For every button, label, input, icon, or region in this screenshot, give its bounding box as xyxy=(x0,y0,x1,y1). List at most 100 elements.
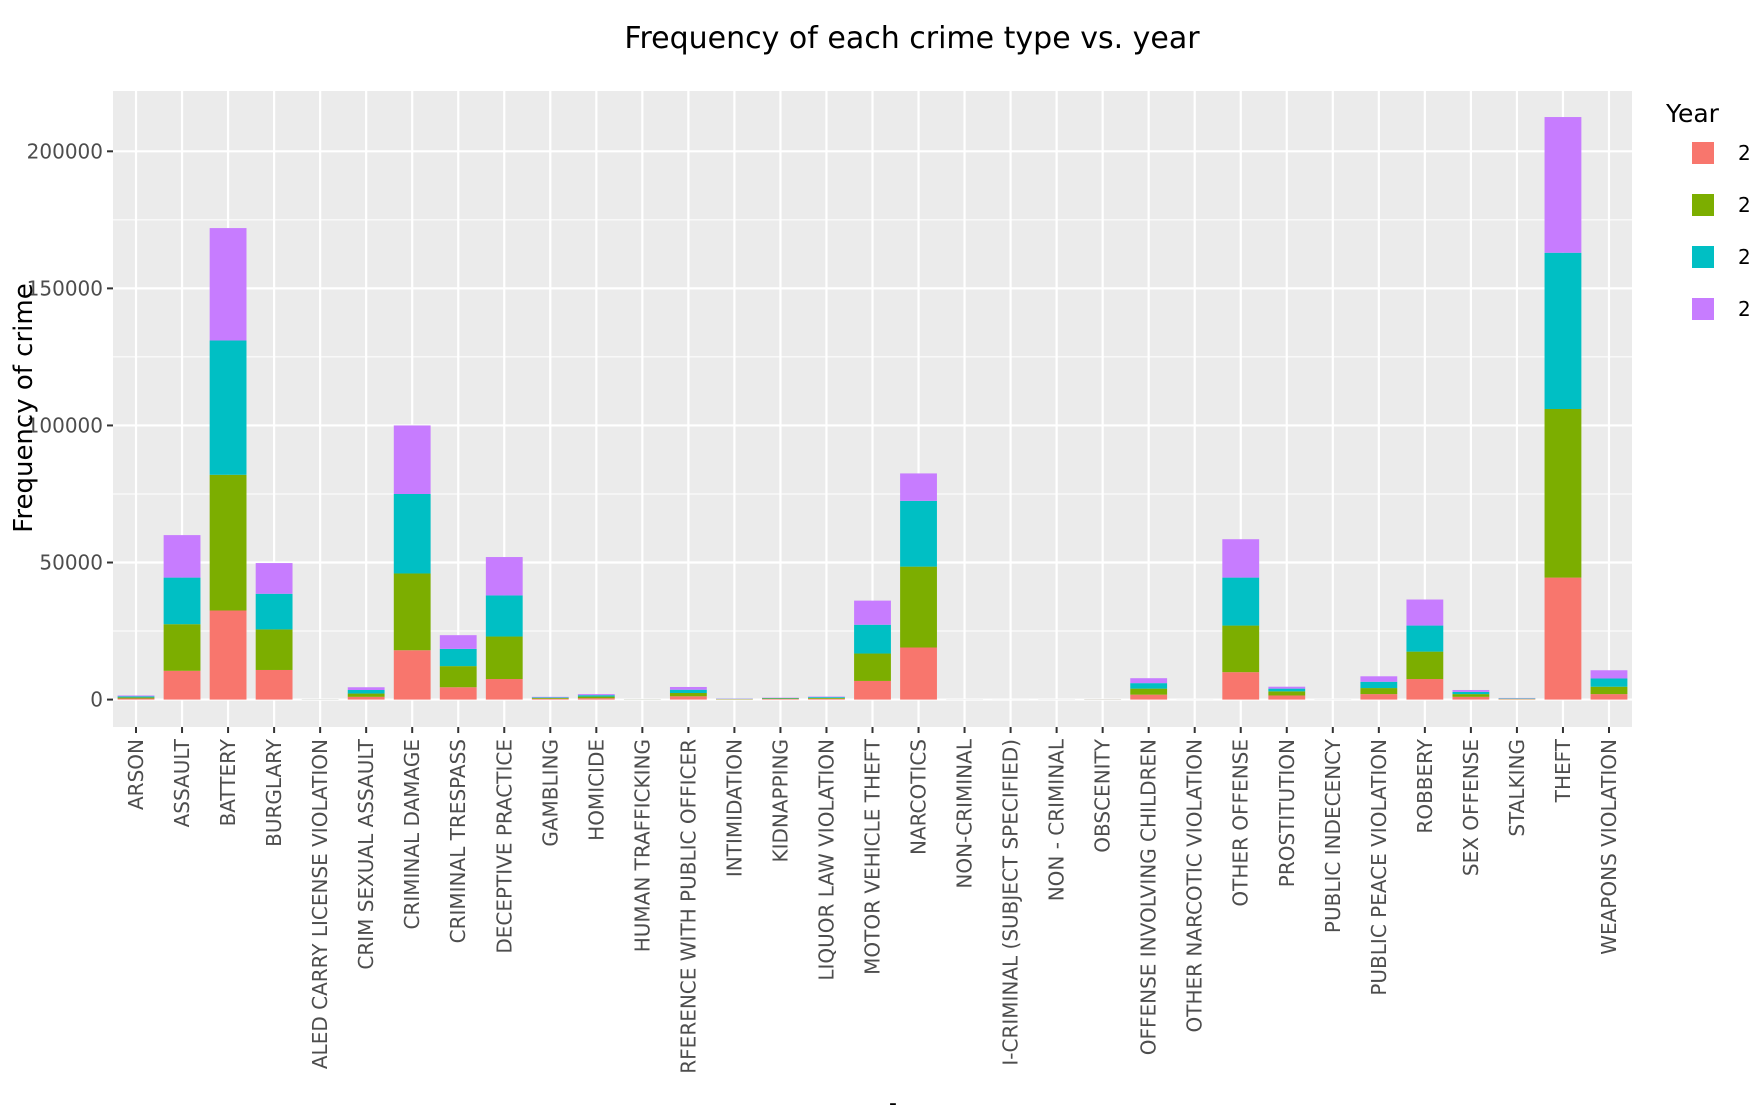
x-tick-label: OTHER OFFENSE xyxy=(1229,739,1253,907)
bar-segment xyxy=(578,694,615,695)
bar-segment xyxy=(210,228,247,340)
bar-segment xyxy=(1406,652,1443,679)
bar-segment xyxy=(532,697,569,698)
bar-segment xyxy=(486,679,523,700)
x-tick-label: ROBBERY xyxy=(1413,738,1437,833)
bar-segment xyxy=(900,567,937,648)
bar-segment xyxy=(578,695,615,696)
bar-segment xyxy=(1360,688,1397,694)
bar-segment xyxy=(1222,626,1259,673)
bar-segment xyxy=(440,687,477,699)
y-tick-label: 200000 xyxy=(27,139,103,163)
x-tick-label: CRIMINAL DAMAGE xyxy=(400,739,424,930)
bar-segment xyxy=(440,649,477,666)
bar-segment xyxy=(164,535,201,577)
bar-segment xyxy=(210,475,247,611)
x-tick-label: ARSON xyxy=(124,739,148,810)
bar-segment xyxy=(256,594,293,630)
bar-segment xyxy=(394,425,431,494)
bar-segment xyxy=(900,473,937,500)
bar-segment xyxy=(1406,679,1443,700)
x-tick-label: OTHER NARCOTIC VIOLATION xyxy=(1183,739,1207,1032)
bar-segment xyxy=(532,699,569,700)
bar-segment xyxy=(1406,626,1443,652)
bar-segment xyxy=(532,698,569,699)
legend-swatch xyxy=(1692,246,1714,268)
bar-segment xyxy=(164,624,201,671)
legend-title: Year xyxy=(1665,99,1720,128)
bar-segment xyxy=(440,635,477,649)
bar-segment xyxy=(1591,670,1628,678)
bar-segment xyxy=(118,698,155,699)
bar-segment xyxy=(670,690,707,693)
x-tick-label: NARCOTICS xyxy=(907,739,931,855)
bar-segment xyxy=(854,654,891,681)
bar-segment xyxy=(1360,676,1397,681)
bar-segment xyxy=(578,697,615,699)
bar-segment xyxy=(1222,578,1259,626)
bar-segment xyxy=(1222,539,1259,577)
y-tick-label: 0 xyxy=(90,688,103,712)
x-tick-label: PROSTITUTION xyxy=(1275,739,1299,887)
x-tick-label: I-CRIMINAL (SUBJECT SPECIFIED) xyxy=(999,739,1023,1066)
bar-segment xyxy=(1130,695,1167,700)
x-tick-label: LIQUOR LAW VIOLATION xyxy=(814,739,838,981)
bar-segment xyxy=(854,601,891,625)
bar-segment xyxy=(118,696,155,697)
chart-title: Frequency of each crime type vs. year xyxy=(624,21,1200,56)
x-tick-label: STALKING xyxy=(1505,739,1529,837)
x-tick-label: ASSAULT xyxy=(170,738,194,827)
bar-segment xyxy=(1268,695,1305,699)
bar-segment xyxy=(808,697,845,698)
bar-segment xyxy=(1222,672,1259,699)
x-tick-label: HOMICIDE xyxy=(584,739,608,841)
bar-segment xyxy=(486,595,523,636)
bar-segment xyxy=(1452,697,1489,700)
x-tick-label: NON - CRIMINAL xyxy=(1045,738,1069,901)
y-tick-label: 50000 xyxy=(39,551,103,575)
bar-segment xyxy=(1591,687,1628,694)
bar-segment xyxy=(256,629,293,670)
bar-segment xyxy=(900,501,937,567)
bar-segment xyxy=(1545,117,1582,253)
bar-segment xyxy=(1130,678,1167,683)
y-axis-title: Frequency of crime xyxy=(9,283,39,532)
bar-segment xyxy=(348,697,385,700)
bar-segment xyxy=(486,557,523,595)
bar-segment xyxy=(256,563,293,594)
bar-segment xyxy=(1591,694,1628,699)
x-axis-title: - xyxy=(889,1091,897,1110)
x-tick-label: ALED CARRY LICENSE VIOLATION xyxy=(308,739,332,1069)
x-tick-label: RFERENCE WITH PUBLIC OFFICER xyxy=(676,739,700,1074)
bar-segment xyxy=(394,573,431,650)
bar-segment xyxy=(762,698,799,699)
bar-segment xyxy=(1406,600,1443,626)
legend-label: 2 xyxy=(1738,245,1750,269)
bar-segment xyxy=(578,698,615,699)
bar-segment xyxy=(348,687,385,690)
bar-segment xyxy=(440,666,477,687)
bar-segment xyxy=(486,637,523,679)
x-tick-label: CRIM SEXUAL ASSAULT xyxy=(354,738,378,969)
bar-segment xyxy=(1360,694,1397,699)
bar-segment xyxy=(1591,678,1628,686)
legend-swatch xyxy=(1692,142,1714,164)
legend-swatch xyxy=(1692,194,1714,216)
bar-segment xyxy=(532,697,569,698)
bar-segment xyxy=(394,650,431,699)
x-tick-label: BURGLARY xyxy=(262,738,286,847)
bar-segment xyxy=(854,681,891,700)
bar-segment xyxy=(1360,682,1397,688)
bar-segment xyxy=(164,671,201,700)
bar-segment xyxy=(348,694,385,697)
bar-segment xyxy=(1452,694,1489,697)
x-tick-label: KIDNAPPING xyxy=(768,739,792,863)
legend-swatch xyxy=(1692,298,1714,320)
bar-segment xyxy=(670,693,707,696)
legend-label: 2 xyxy=(1738,193,1750,217)
x-tick-label: SEX OFFENSE xyxy=(1459,739,1483,876)
bar-segment xyxy=(210,340,247,474)
